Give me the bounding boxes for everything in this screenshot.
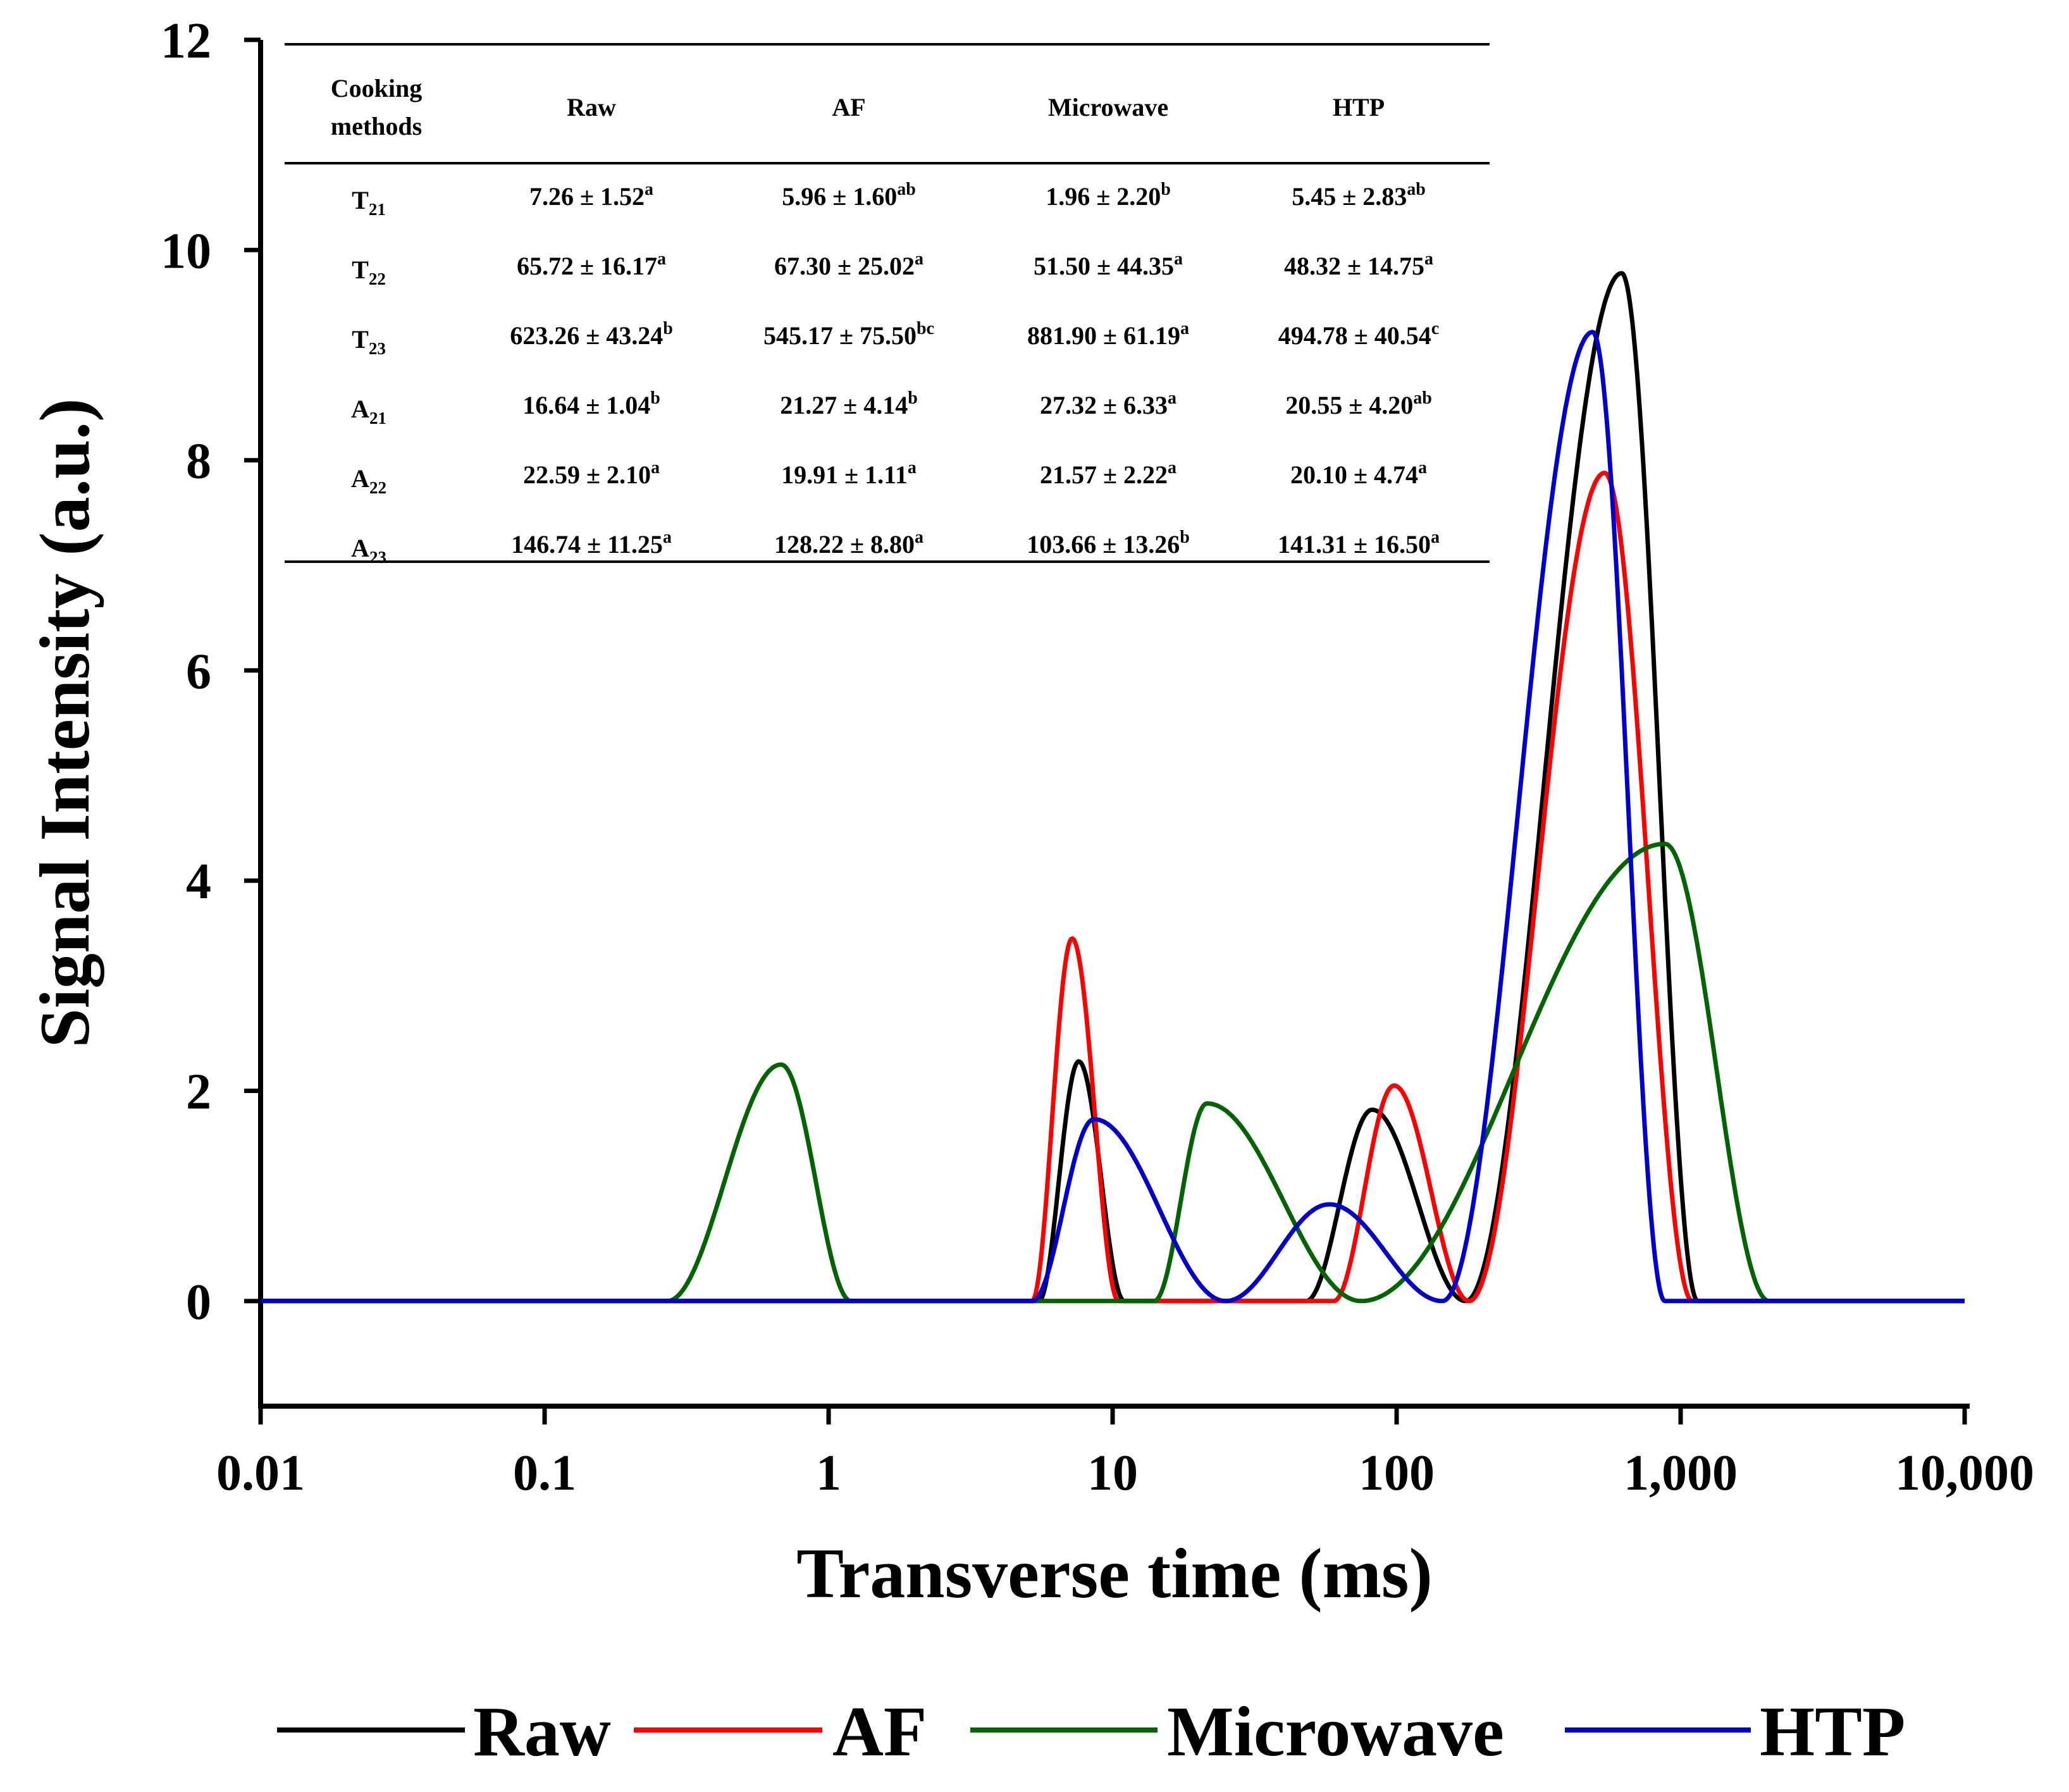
table-cell: 20.10 ± 4.74a (1290, 458, 1427, 489)
table-cell: 128.22 ± 8.80a (774, 528, 923, 559)
table-row-label: T23 (352, 325, 386, 358)
table-row-label: A21 (351, 395, 386, 428)
table-body: T21 7.26 ± 1.52a 5.96 ± 1.60ab 1.96 ± 2.20b… (351, 180, 1440, 567)
y-tick-label: 6 (186, 644, 211, 700)
table-cell: 5.96 ± 1.60ab (782, 180, 916, 211)
table-row-label: A23 (351, 534, 386, 567)
legend: Raw AF Microwave HTP (277, 1693, 1905, 1771)
x-tick-label: 1,000 (1624, 1445, 1738, 1501)
gridless-plot-area: 0 2 4 6 8 10 12 0.01 0.1 1 10 100 1,000 10,000 (161, 13, 2034, 1501)
table-cell: 19.91 ± 1.11a (781, 458, 917, 489)
series-line-htp (259, 330, 1966, 1304)
table-cell: 1.96 ± 2.20b (1046, 180, 1171, 211)
x-tick-label: 100 (1359, 1445, 1435, 1501)
series-line-raw (259, 271, 1966, 1304)
table-cell: 5.45 ± 2.83ab (1292, 180, 1426, 211)
table-cell: 623.26 ± 43.24b (510, 319, 673, 350)
table-cell: 65.72 ± 16.17a (517, 249, 666, 280)
table-cell: 22.59 ± 2.10a (523, 458, 660, 489)
y-tick-label: 4 (186, 854, 211, 910)
legend-label-microwave: Microwave (1167, 1693, 1504, 1771)
y-tick-label: 0 (186, 1275, 211, 1330)
table-header-raw: Raw (567, 93, 616, 121)
table-row-label: T21 (352, 186, 386, 219)
table-cell: 7.26 ± 1.52a (529, 180, 653, 211)
table-corner-line1: Cooking (331, 74, 423, 102)
series-line-af (259, 471, 1966, 1304)
table-header-microwave: Microwave (1048, 93, 1168, 121)
table-cell: 141.31 ± 16.50a (1278, 528, 1440, 559)
y-tick-label: 2 (186, 1065, 211, 1120)
table-header-htp: HTP (1333, 93, 1385, 121)
legend-label-af: AF (832, 1693, 927, 1771)
table-cell: 20.55 ± 4.20ab (1285, 388, 1432, 419)
y-tick-label: 10 (161, 223, 211, 279)
table-cell: 494.78 ± 40.54c (1278, 319, 1439, 350)
x-tick-label: 10 (1087, 1445, 1138, 1501)
table-cell: 545.17 ± 75.50bc (763, 319, 934, 350)
table-cell: 103.66 ± 13.26b (1027, 528, 1190, 559)
x-tick-label: 0.01 (216, 1445, 305, 1501)
table-cell: 27.32 ± 6.33a (1040, 388, 1177, 419)
table-cell: 16.64 ± 1.04b (522, 388, 660, 419)
series-line-microwave (259, 841, 1966, 1304)
table-cell: 21.27 ± 4.14b (780, 388, 918, 419)
series-layer (259, 271, 1966, 1304)
x-tick-label: 1 (816, 1445, 841, 1501)
x-tick-label: 0.1 (513, 1445, 576, 1501)
table-header-af: AF (832, 93, 865, 121)
legend-label-htp: HTP (1760, 1693, 1905, 1771)
table-cell: 146.74 ± 11.25a (511, 528, 672, 559)
table-row-label: T22 (352, 256, 386, 288)
x-ticks: 0.01 0.1 1 10 100 1,000 10,000 (216, 1406, 2034, 1501)
x-tick-label: 10,000 (1895, 1445, 2034, 1501)
table-cell: 21.57 ± 2.22a (1040, 458, 1177, 489)
table-cell: 51.50 ± 44.35a (1034, 249, 1183, 280)
y-ticks: 0 2 4 6 8 10 12 (161, 13, 261, 1330)
y-tick-label: 8 (186, 434, 211, 490)
table-cell: 881.90 ± 61.19a (1027, 319, 1189, 350)
legend-label-raw: Raw (473, 1693, 611, 1771)
table-cell: 67.30 ± 25.02a (774, 249, 923, 280)
table-corner-line2: methods (331, 112, 422, 140)
table-row-label: A22 (351, 464, 386, 497)
x-axis-title: Transverse time (ms) (796, 1535, 1433, 1613)
inset-table: Cooking methods Raw AF Microwave HTP T21… (285, 43, 1490, 567)
table-cell: 48.32 ± 14.75a (1284, 249, 1433, 280)
y-tick-label: 12 (161, 13, 211, 69)
y-axis-title: Signal Intensity (a.u.) (26, 399, 104, 1048)
